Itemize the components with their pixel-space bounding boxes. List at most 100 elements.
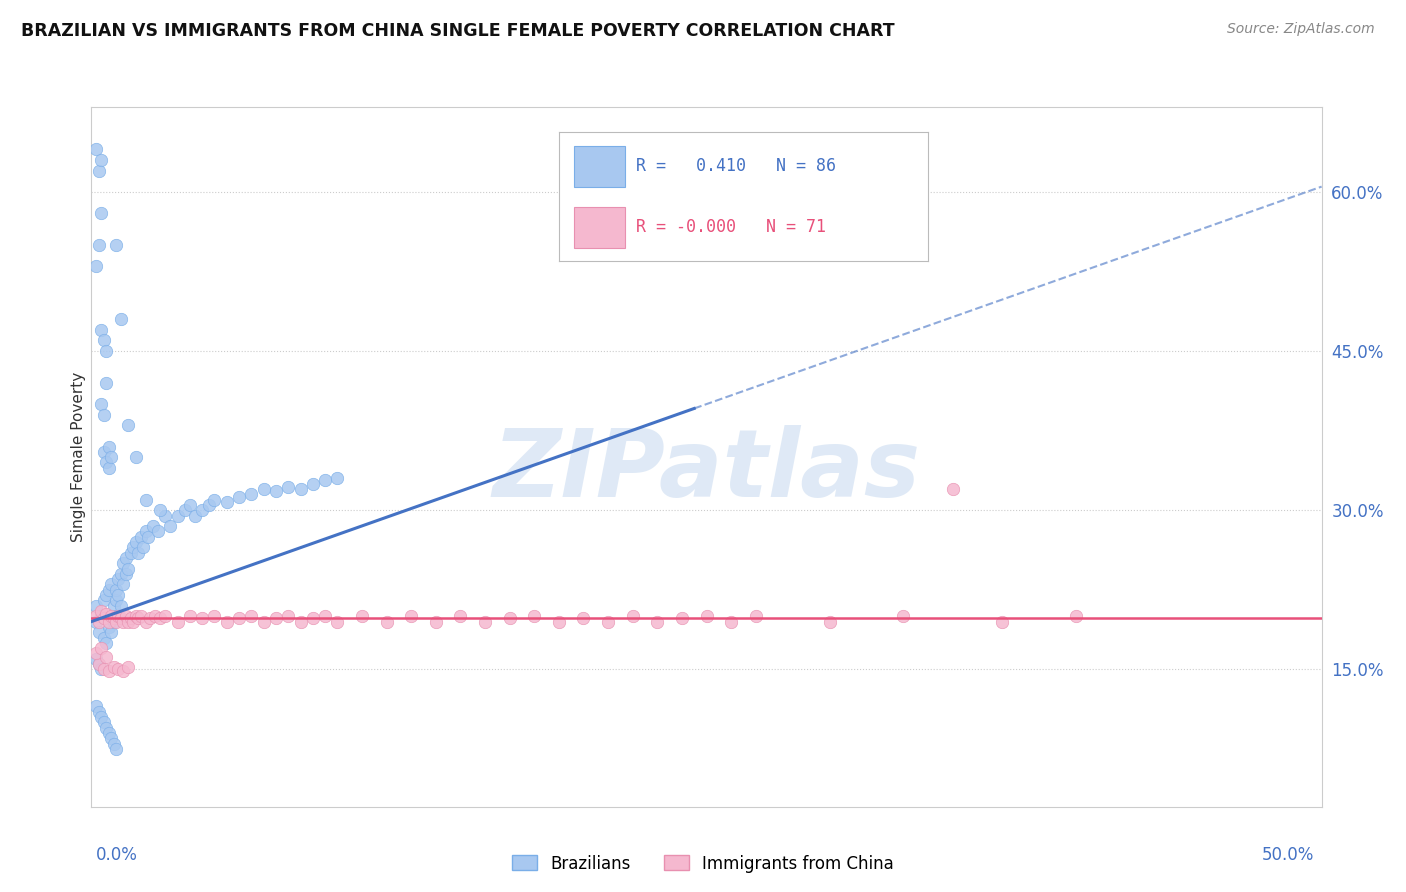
Point [105, 238, 127, 252]
Point [183, 508, 207, 523]
Point [127, 611, 149, 625]
Point [114, 609, 138, 624]
Point [277, 480, 299, 494]
Point [352, 609, 374, 624]
Point [720, 615, 742, 629]
Point [86, 615, 108, 629]
Point [90, 153, 112, 167]
Point [86, 609, 108, 624]
Point [120, 546, 142, 560]
Point [166, 508, 188, 523]
Point [105, 615, 127, 629]
Point [97, 582, 120, 597]
Point [142, 519, 165, 533]
Point [129, 609, 152, 624]
Point [547, 615, 569, 629]
Point [87, 625, 110, 640]
Point [117, 660, 139, 674]
Point [107, 662, 129, 676]
Point [146, 524, 169, 539]
Point [97, 620, 120, 634]
Point [114, 566, 138, 581]
Y-axis label: Single Female Poverty: Single Female Poverty [70, 372, 86, 542]
Point [117, 561, 139, 575]
Point [87, 615, 110, 629]
Point [93, 445, 115, 459]
Point [96, 588, 117, 602]
Point [100, 450, 122, 465]
Point [191, 611, 214, 625]
Point [105, 742, 127, 756]
Point [110, 599, 132, 613]
Point [191, 503, 214, 517]
Point [399, 609, 422, 624]
Point [112, 665, 135, 679]
Point [96, 636, 117, 650]
Point [97, 440, 120, 454]
Point [103, 611, 125, 625]
Point [86, 259, 108, 273]
Point [301, 611, 323, 625]
Point [93, 662, 115, 676]
Point [97, 726, 120, 740]
Point [112, 577, 135, 591]
Point [240, 609, 263, 624]
Point [97, 665, 120, 679]
Point [86, 143, 108, 157]
Point [202, 609, 225, 624]
Point [110, 566, 132, 581]
Point [159, 519, 181, 533]
Point [124, 535, 146, 549]
Point [891, 609, 914, 624]
Point [96, 607, 117, 622]
Point [153, 609, 177, 624]
Point [179, 498, 201, 512]
Legend: Brazilians, Immigrants from China: Brazilians, Immigrants from China [505, 848, 901, 880]
Point [425, 615, 447, 629]
Point [277, 609, 299, 624]
Point [90, 609, 112, 624]
Point [96, 455, 117, 469]
Point [572, 611, 595, 625]
Point [149, 503, 172, 517]
Point [1064, 609, 1087, 624]
Point [107, 588, 129, 602]
Point [135, 492, 156, 507]
Point [87, 657, 110, 671]
Point [124, 450, 146, 465]
Point [100, 731, 122, 746]
Point [90, 604, 112, 618]
Point [103, 599, 125, 613]
Point [90, 641, 112, 656]
Point [107, 572, 129, 586]
Point [135, 524, 156, 539]
Point [93, 593, 115, 607]
Point [228, 491, 250, 505]
Point [990, 615, 1012, 629]
Point [314, 474, 336, 488]
Point [107, 609, 129, 624]
Text: 0.0%: 0.0% [96, 846, 138, 863]
Point [198, 498, 221, 512]
Point [103, 660, 125, 674]
Point [129, 530, 152, 544]
Point [174, 503, 197, 517]
Point [745, 609, 768, 624]
Point [90, 710, 112, 724]
Point [671, 611, 693, 625]
Point [90, 397, 112, 411]
Point [326, 471, 349, 485]
Point [253, 482, 276, 496]
Point [90, 323, 112, 337]
Point [114, 550, 138, 565]
Point [97, 615, 120, 629]
Point [93, 715, 115, 730]
Point [87, 705, 110, 719]
Point [90, 662, 112, 676]
Text: Source: ZipAtlas.com: Source: ZipAtlas.com [1227, 22, 1375, 37]
Point [264, 484, 287, 499]
Point [314, 609, 336, 624]
Point [122, 541, 145, 555]
Point [179, 609, 201, 624]
Point [695, 609, 717, 624]
